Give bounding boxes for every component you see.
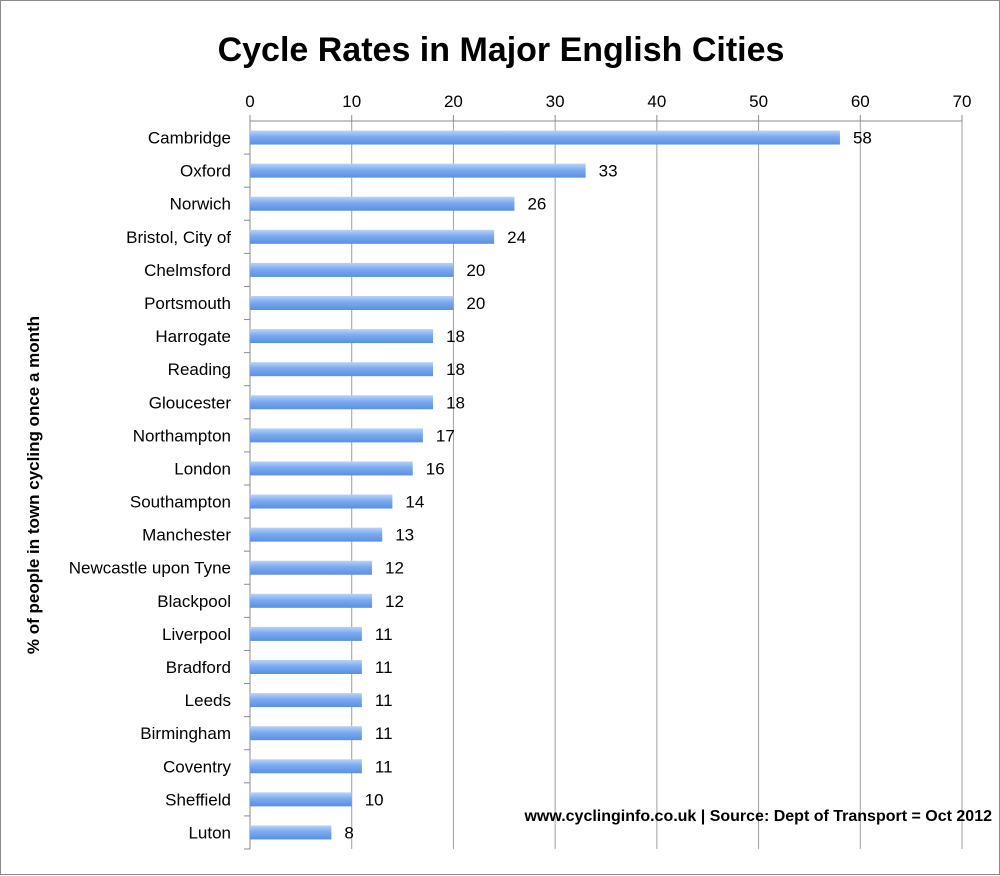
category-labels: Cambridge Oxford Norwich Bristol, City of Ch… [69,129,232,843]
bars [250,130,840,840]
bar [250,163,586,178]
category-label: Portsmouth [144,294,231,313]
x-tick-label: 50 [749,92,768,111]
data-label: 58 [853,129,872,148]
data-label: 11 [375,691,393,710]
data-label: 24 [507,228,526,247]
x-tick-label: 0 [245,92,254,111]
data-label: 18 [446,393,465,412]
bar [250,560,373,575]
category-label: Coventry [163,757,232,776]
data-label: 33 [599,162,618,181]
bar [250,130,840,145]
data-label: 14 [405,493,424,512]
bar [250,296,454,310]
bar [250,395,434,410]
category-label: Harrogate [155,327,231,346]
bar [250,626,362,641]
category-label: Liverpool [162,625,231,644]
data-label: 20 [466,261,485,280]
data-label: 12 [385,559,404,578]
data-label: 12 [385,592,404,611]
bar [250,428,423,443]
data-label: 10 [365,790,384,809]
x-tick-label: 20 [444,92,463,111]
x-axis-ticks: 0 10 20 30 40 50 60 70 [245,92,971,111]
bar [250,527,383,542]
bar [250,726,362,741]
category-label: London [174,459,231,478]
category-label: Northampton [133,426,231,445]
category-label: Gloucester [149,393,232,412]
bar [250,196,515,211]
data-labels: 5833262420201818181716141312121111111111… [344,129,871,843]
x-tick-label: 10 [342,92,361,111]
data-label: 11 [375,724,393,743]
bar [250,660,362,674]
category-label: Bradford [166,658,231,677]
category-label: Leeds [185,691,231,710]
data-label: 11 [375,625,393,644]
bar [250,759,362,774]
bar [250,362,434,377]
data-label: 11 [375,757,393,776]
category-label: Blackpool [157,592,231,611]
x-tick-label: 40 [647,92,666,111]
chart-title: Cycle Rates in Major English Cities [218,31,785,69]
bar [250,693,362,708]
category-label: Oxford [180,162,231,181]
x-tick-label: 70 [953,92,972,111]
bar [250,792,352,807]
data-label: 20 [466,294,485,313]
category-label: Birmingham [140,724,231,743]
data-label: 18 [446,360,465,379]
bar [250,494,393,509]
data-label: 16 [426,459,445,478]
data-label: 17 [436,426,455,445]
category-label: Luton [188,823,231,842]
category-label: Newcastle upon Tyne [69,559,231,578]
data-label: 13 [395,526,414,545]
category-label: Cambridge [148,129,231,148]
source-annotation: www.cyclinginfo.co.uk | Source: Dept of … [523,808,992,825]
data-label: 11 [375,658,393,677]
bar [250,329,434,344]
category-label: Norwich [170,195,231,214]
bar [250,262,454,277]
bar [250,461,413,476]
x-tick-label: 30 [546,92,565,111]
category-label: Chelmsford [144,261,231,280]
category-label: Sheffield [165,790,231,809]
bar [250,229,495,244]
x-tick-label: 60 [851,92,870,111]
data-label: 8 [344,823,353,842]
bar [250,825,332,840]
category-label: Manchester [142,526,231,545]
data-label: 26 [527,195,546,214]
bar [250,593,373,608]
category-label: Bristol, City of [126,228,231,247]
y-axis-label: % of people in town cycling once a month [24,316,43,654]
category-label: Southampton [130,493,231,512]
category-label: Reading [168,360,231,379]
data-label: 18 [446,327,465,346]
